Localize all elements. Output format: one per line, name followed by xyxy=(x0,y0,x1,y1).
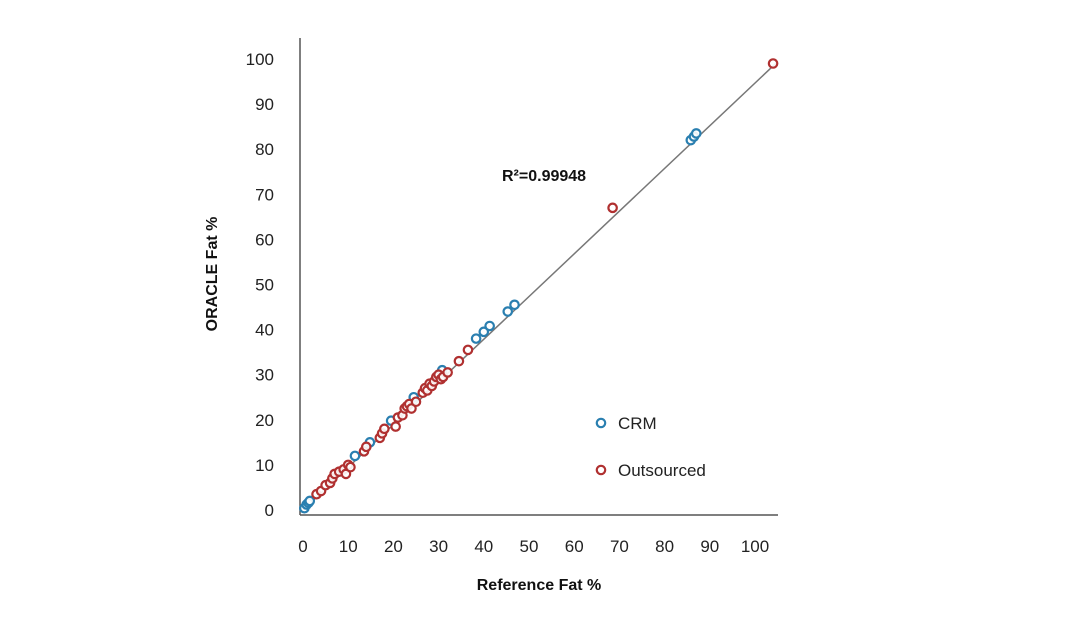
x-tick-label: 0 xyxy=(298,537,307,556)
legend-marker-outsourced xyxy=(595,464,607,476)
data-point-outsourced xyxy=(607,202,618,214)
data-point-crm xyxy=(478,326,490,338)
x-tick-label: 80 xyxy=(655,537,674,556)
r-squared-annotation: R²=0.99948 xyxy=(502,168,586,185)
x-tick-label: 100 xyxy=(741,537,769,556)
x-tick-label: 10 xyxy=(339,537,358,556)
data-point-crm xyxy=(349,450,361,462)
x-tick-label: 50 xyxy=(520,537,539,556)
data-point-crm xyxy=(484,320,495,332)
data-point-outsourced xyxy=(410,396,422,408)
x-tick-label: 60 xyxy=(565,537,584,556)
y-tick-label: 30 xyxy=(255,366,274,385)
y-tick-label: 10 xyxy=(255,456,274,475)
data-point-outsourced xyxy=(360,441,372,453)
axes xyxy=(299,38,778,516)
legend-label-outsourced: Outsourced xyxy=(618,461,706,480)
data-point-crm xyxy=(470,333,482,344)
y-tick-label: 70 xyxy=(255,185,274,204)
data-point-crm xyxy=(509,299,520,311)
y-tick-label: 90 xyxy=(255,95,274,114)
x-tick-label: 90 xyxy=(700,537,719,556)
data-point-outsourced xyxy=(462,344,474,356)
data-point-outsourced xyxy=(767,58,779,69)
data-point-outsourced xyxy=(442,367,453,378)
x-tick-label: 20 xyxy=(384,537,403,556)
data-point-crm xyxy=(690,128,702,139)
y-tick-label: 60 xyxy=(255,230,274,249)
data-point-outsourced xyxy=(345,461,356,473)
x-axis-title: Reference Fat % xyxy=(477,577,602,594)
legend-label-crm: CRM xyxy=(618,414,657,433)
y-tick-label: 40 xyxy=(255,321,274,340)
y-tick-label: 20 xyxy=(255,411,274,430)
data-point-outsourced xyxy=(390,421,401,432)
y-tick-label: 50 xyxy=(255,276,274,295)
data-points xyxy=(299,58,779,514)
x-tick-labels: 0 10 20 30 40 50 60 70 80 90 100 xyxy=(298,537,769,556)
legend: CRM Outsourced xyxy=(595,414,706,480)
data-point-crm xyxy=(304,495,316,507)
y-tick-label: 80 xyxy=(255,140,274,159)
y-tick-labels: 0 10 20 30 40 50 60 70 80 90 100 xyxy=(246,50,274,520)
y-axis-title: ORACLE Fat % xyxy=(204,217,221,332)
data-point-outsourced xyxy=(453,355,465,367)
x-tick-label: 70 xyxy=(610,537,629,556)
y-tick-label: 0 xyxy=(265,501,274,520)
data-point-outsourced xyxy=(379,423,390,435)
x-tick-label: 40 xyxy=(474,537,493,556)
x-tick-label: 30 xyxy=(429,537,448,556)
y-tick-label: 100 xyxy=(246,50,274,69)
legend-marker-crm xyxy=(595,417,607,429)
data-point-crm xyxy=(502,306,514,317)
